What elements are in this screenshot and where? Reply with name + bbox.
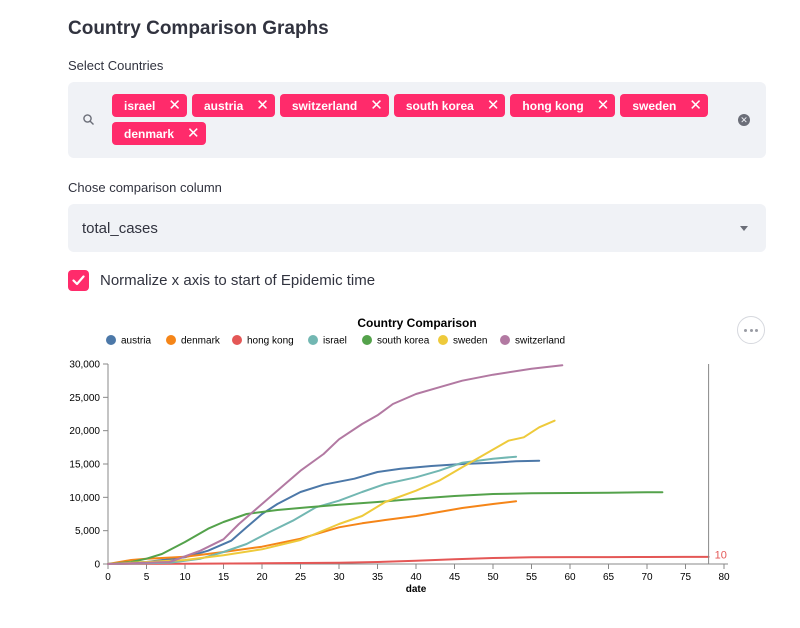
country-tag-label: hong kong	[522, 98, 584, 113]
x-tick-label: 40	[410, 572, 422, 583]
countries-multiselect[interactable]: israel ✕ austria ✕ switzerland ✕ south kore…	[68, 82, 766, 158]
x-tick-label: 75	[680, 572, 692, 583]
legend-swatch	[232, 335, 242, 345]
x-tick-label: 15	[218, 572, 230, 583]
x-tick-label: 55	[526, 572, 538, 583]
selected-countries-tags: israel ✕ austria ✕ switzerland ✕ south kore…	[112, 94, 732, 145]
y-tick-label: 15,000	[69, 460, 100, 471]
x-axis-title: date	[406, 584, 427, 595]
x-tick-label: 0	[105, 572, 111, 583]
legend-swatch	[438, 335, 448, 345]
search-icon	[83, 114, 94, 125]
x-tick-label: 65	[603, 572, 615, 583]
legend-swatch	[166, 335, 176, 345]
chevron-down-icon	[740, 226, 748, 231]
normalize-checkbox-label: Normalize x axis to start of Epidemic ti…	[100, 272, 376, 289]
comparison-column-value: total_cases	[82, 220, 158, 237]
x-tick-label: 70	[641, 572, 653, 583]
country-tag-label: denmark	[124, 126, 175, 141]
normalize-x-axis-option[interactable]: Normalize x axis to start of Epidemic ti…	[68, 270, 375, 291]
legend-label: switzerland	[515, 336, 565, 347]
comparison-column-label: Chose comparison column	[68, 180, 222, 195]
series-line-south-korea	[107, 491, 664, 565]
x-tick-label: 35	[372, 572, 384, 583]
country-tag: denmark ✕	[112, 122, 206, 145]
more-dots-icon	[749, 328, 753, 332]
country-tag-label: austria	[203, 98, 244, 113]
y-tick-label: 10,000	[69, 493, 100, 504]
country-tag-label: sweden	[632, 98, 677, 113]
legend-swatch	[106, 335, 116, 345]
checkmark-icon	[72, 275, 85, 286]
close-icon[interactable]: ✕	[370, 97, 383, 114]
y-tick-label: 20,000	[69, 426, 100, 437]
x-tick-label: 5	[144, 572, 150, 583]
x-tick-label: 10	[179, 572, 191, 583]
legend-label: hong kong	[247, 336, 294, 347]
close-icon[interactable]: ✕	[596, 97, 610, 114]
legend-swatch	[308, 335, 318, 345]
country-tag: israel ✕	[112, 94, 187, 117]
chart-title: Country Comparison	[357, 316, 476, 330]
x-tick-label: 60	[564, 572, 576, 583]
country-tag-label: switzerland	[291, 98, 358, 113]
normalize-checkbox[interactable]	[68, 270, 89, 291]
series-line-israel	[107, 455, 518, 565]
x-tick-label: 80	[718, 572, 730, 583]
hover-value-label: 10	[715, 550, 727, 562]
legend-label: sweden	[453, 336, 487, 347]
x-tick-label: 30	[333, 572, 345, 583]
country-tag: switzerland ✕	[279, 94, 389, 117]
more-dots-icon	[754, 328, 758, 332]
y-tick-label: 25,000	[69, 393, 100, 404]
y-tick-label: 5,000	[75, 526, 100, 537]
country-tag: hong kong ✕	[510, 94, 616, 117]
close-icon[interactable]: ✕	[256, 97, 269, 114]
more-dots-icon	[744, 328, 748, 332]
x-tick-label: 50	[487, 572, 499, 583]
legend-label: austria	[121, 336, 151, 347]
series-line-denmark	[107, 500, 518, 565]
select-countries-label: Select Countries	[68, 58, 164, 73]
legend-label: south korea	[377, 336, 430, 347]
legend-swatch	[362, 335, 372, 345]
chart-menu-button[interactable]	[737, 316, 765, 344]
country-tag: sweden ✕	[620, 94, 708, 117]
country-tag: south korea ✕	[393, 94, 506, 117]
country-tag-label: south korea	[405, 98, 474, 113]
country-tag-label: israel	[124, 98, 156, 113]
series-line-sweden	[107, 419, 556, 565]
x-tick-label: 45	[449, 572, 461, 583]
page-title: Country Comparison Graphs	[68, 18, 329, 39]
close-icon[interactable]: ✕	[168, 97, 181, 114]
y-tick-label: 0	[94, 560, 100, 571]
comparison-column-select[interactable]: total_cases	[68, 204, 766, 252]
y-tick-label: 30,000	[69, 360, 100, 371]
close-icon[interactable]: ✕	[187, 125, 200, 142]
x-tick-label: 20	[256, 572, 268, 583]
legend-label: denmark	[181, 336, 221, 347]
close-icon[interactable]: ✕	[486, 97, 500, 114]
legend-label: israel	[323, 336, 347, 347]
legend-swatch	[500, 335, 510, 345]
country-tag: austria ✕	[191, 94, 275, 117]
series-line-switzerland	[107, 364, 564, 565]
series-line-hong-kong	[107, 555, 710, 565]
country-comparison-chart: Country Comparison austria denmark hong kon…	[69, 316, 730, 595]
clear-all-icon[interactable]: ✕	[738, 114, 750, 126]
x-tick-label: 25	[295, 572, 307, 583]
close-icon[interactable]: ✕	[689, 97, 702, 114]
